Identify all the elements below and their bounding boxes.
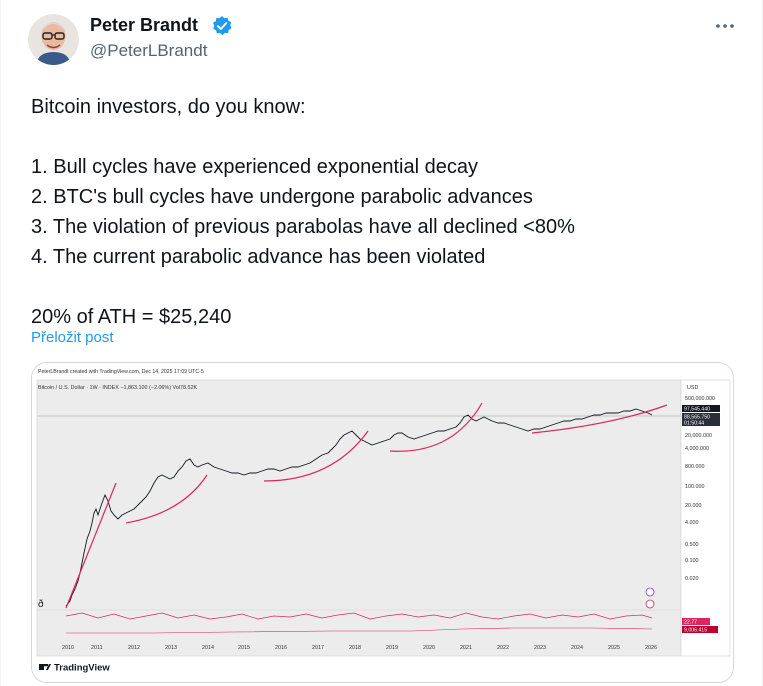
year-label: 2022: [497, 645, 509, 651]
year-label: 2023: [534, 645, 546, 651]
price-axis-label: 100.000: [685, 484, 705, 490]
chart-symbol-line: Bitcoin / U.S. Dollar · 1W · INDEX −1,86…: [38, 385, 198, 391]
price-axis-label: 500,000.000: [685, 396, 715, 402]
plot-logo-icon: ð: [38, 598, 44, 610]
year-label: 2024: [571, 645, 583, 651]
tweet-intro: Bitcoin investors, do you know:: [31, 96, 306, 118]
parabola-2013: [125, 474, 208, 524]
price-axis-label: 0.020: [685, 576, 699, 582]
price-tag-time: 01:50:44: [684, 421, 704, 427]
event-icon[interactable]: [645, 587, 655, 597]
year-label: 2016: [275, 645, 287, 651]
author-name[interactable]: Peter Brandt: [90, 15, 199, 35]
author-avatar[interactable]: [28, 14, 79, 65]
year-label: 2017: [312, 645, 324, 651]
year-label: 2014: [202, 645, 214, 651]
parabola-2011: [65, 482, 117, 609]
tradingview-logo-icon: [39, 664, 51, 670]
year-label: 2020: [423, 645, 435, 651]
price-axis-label: 800.000: [685, 464, 705, 470]
year-label: 2025: [608, 645, 620, 651]
chart-header-line: PeterLBrandt created with TradingView.co…: [38, 369, 204, 375]
indicator-tag-volume: 9,006.415: [684, 628, 707, 634]
tweet-point-2: 2. BTC's bull cycles have undergone para…: [31, 186, 533, 208]
year-label: 2011: [91, 645, 103, 651]
year-label: 2019: [386, 645, 398, 651]
price-axis-label: 0.100: [685, 558, 699, 564]
indicator-tag-rsi: 22.77: [684, 620, 697, 626]
chart-image[interactable]: PeterLBrandt created with TradingView.co…: [31, 362, 734, 683]
bitcoin-price-line: [65, 408, 653, 607]
tweet-point-3: 3. The violation of previous parabolas h…: [31, 216, 575, 238]
price-axis-label: 4,000.000: [685, 446, 709, 452]
flag-icon[interactable]: [645, 599, 655, 609]
translate-post-link[interactable]: Přeložit post: [31, 329, 114, 346]
price-axis-label: 0.500: [685, 542, 699, 548]
indicator-line-rsi: [65, 612, 653, 620]
price-axis-label: 20,000.000: [685, 433, 712, 439]
parabola-2021: [389, 402, 483, 452]
tradingview-brand: TradingView: [54, 663, 110, 674]
tweet-point-4: 4. The current parabolic advance has bee…: [31, 246, 486, 268]
verified-badge-icon: [211, 15, 233, 37]
year-label: 2018: [349, 645, 361, 651]
parabola-2024: [531, 404, 668, 434]
year-label: 2010: [62, 645, 74, 651]
price-axis-label: 4.000: [685, 520, 699, 526]
indicator-line-volume: [66, 627, 653, 634]
year-label: 2013: [165, 645, 177, 651]
tweet-point-1: 1. Bull cycles have experienced exponent…: [31, 156, 478, 178]
author-handle[interactable]: @PeterLBrandt: [90, 41, 208, 60]
year-label: 2021: [460, 645, 472, 651]
price-axis-label: 20.000: [685, 503, 702, 509]
price-tag-current: 88,565.750: [684, 415, 710, 421]
parabola-2017: [263, 430, 369, 482]
year-label: 2026: [645, 645, 657, 651]
year-label: 2015: [238, 645, 250, 651]
more-options-icon[interactable]: [713, 14, 737, 38]
chart-screenshot: PeterLBrandt created with TradingView.co…: [32, 363, 733, 682]
tweet-text: Bitcoin investors, do you know: 1. Bull …: [31, 92, 731, 332]
price-tag-high: 97,545.440: [684, 407, 710, 413]
chart-currency: USD: [687, 385, 698, 391]
tweet-conclusion: 20% of ATH = $25,240: [31, 306, 232, 328]
year-label: 2012: [128, 645, 140, 651]
